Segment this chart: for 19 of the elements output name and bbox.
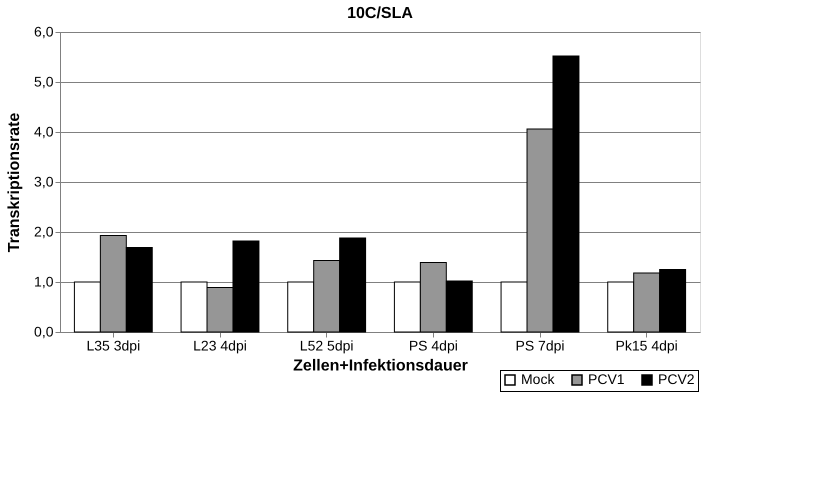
x-tick-label: Pk15 4dpi — [616, 338, 678, 354]
legend-label: Mock — [521, 371, 556, 387]
x-tick-label: PS 4dpi — [408, 338, 458, 354]
y-tick-label: 5,0 — [34, 74, 54, 90]
x-tick-label: L52 5dpi — [300, 338, 354, 354]
y-tick-label: 3,0 — [34, 174, 54, 190]
y-tick-label: 2,0 — [34, 224, 54, 240]
x-tick-label: PS 7dpi — [515, 338, 565, 354]
x-tick-label: L35 3dpi — [86, 338, 140, 354]
y-tick-label: 1,0 — [34, 274, 54, 290]
legend-label: PCV2 — [658, 371, 695, 387]
y-tick-label: 0,0 — [34, 324, 54, 340]
legend-label: PCV1 — [588, 371, 625, 387]
chart-title: 10C/SLA — [347, 5, 414, 22]
y-tick-label: 6,0 — [34, 24, 54, 40]
y-axis-title: Transkriptionsrate — [6, 112, 24, 252]
x-tick-label: L23 4dpi — [193, 338, 247, 354]
y-tick-label: 4,0 — [34, 124, 54, 140]
x-axis-title: Zellen+Infektionsdauer — [293, 358, 468, 374]
